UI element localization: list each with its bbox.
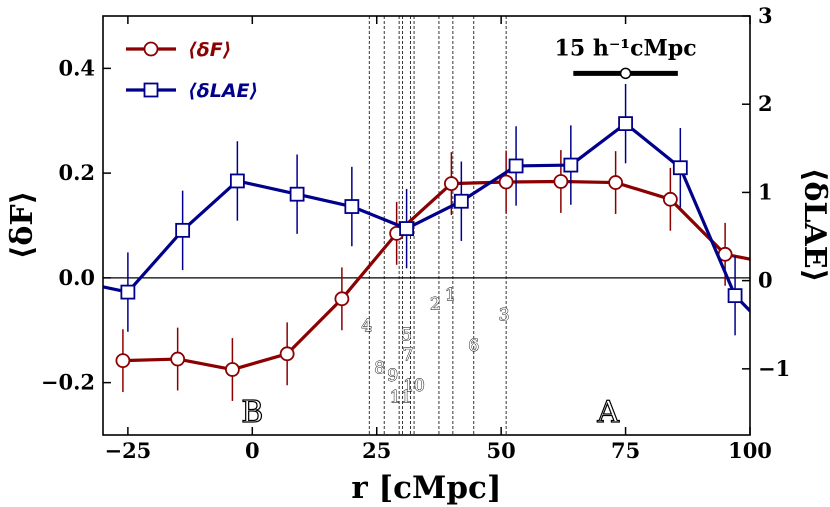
data-point bbox=[170, 351, 186, 367]
data-point bbox=[279, 346, 295, 362]
data-point bbox=[618, 116, 633, 132]
legend-marker-flux bbox=[143, 41, 159, 57]
data-point bbox=[120, 284, 136, 300]
galaxy-label: 6 bbox=[468, 336, 479, 356]
series-flux bbox=[115, 150, 786, 401]
legend-label-lae: ⟨δLAE⟩ bbox=[188, 80, 258, 102]
y-axis-title-left: ⟨δF⟩ bbox=[5, 191, 40, 260]
x-tick-label: 0 bbox=[245, 438, 260, 463]
plot-background bbox=[103, 16, 750, 435]
scale-bar-marker bbox=[619, 67, 632, 80]
scale-bar-label: 15 h⁻¹cMpc bbox=[555, 35, 697, 61]
data-point bbox=[662, 191, 678, 207]
galaxy-label: 10 bbox=[403, 376, 425, 396]
data-point bbox=[229, 173, 245, 189]
data-point bbox=[224, 362, 240, 377]
legend: ⟨δF⟩ ⟨δLAE⟩ bbox=[126, 39, 258, 102]
galaxy-label: 2 bbox=[430, 295, 441, 315]
series-lae bbox=[103, 83, 750, 336]
galaxy-label: 9 bbox=[387, 366, 398, 386]
x-tick-label: 75 bbox=[611, 438, 640, 463]
y-tick-label-right: 2 bbox=[758, 91, 773, 116]
x-axis-title: r [cMpc] bbox=[351, 470, 501, 506]
plot-frame bbox=[102, 15, 751, 436]
data-point bbox=[175, 222, 191, 238]
data-point bbox=[672, 160, 688, 176]
data-point bbox=[563, 157, 579, 173]
galaxy-label: 4 bbox=[361, 316, 372, 336]
data-point bbox=[498, 174, 514, 190]
galaxy-label: 7 bbox=[403, 345, 414, 365]
data-point bbox=[289, 186, 305, 202]
y-tick-label-left: 0.0 bbox=[58, 265, 95, 290]
data-point bbox=[553, 174, 569, 189]
galaxy-label: 8 bbox=[374, 358, 385, 378]
y-tick-label-right: 3 bbox=[758, 3, 773, 28]
data-point bbox=[443, 176, 459, 192]
x-tick-label: 100 bbox=[728, 438, 772, 463]
y-tick-label-right: 1 bbox=[758, 179, 773, 204]
y-axis-title-right: ⟨δLAE⟩ bbox=[797, 168, 830, 283]
series-group bbox=[103, 83, 786, 401]
galaxy-label: 11 bbox=[390, 387, 412, 407]
region-label: A bbox=[596, 395, 619, 430]
legend-label-flux: ⟨δF⟩ bbox=[188, 39, 231, 61]
x-tick-label: 50 bbox=[487, 438, 516, 463]
y-tick-label-left: 0.4 bbox=[58, 55, 95, 80]
data-point bbox=[608, 175, 624, 190]
legend-marker-lae bbox=[143, 82, 159, 98]
y-tick-label-left: 0.2 bbox=[58, 160, 95, 185]
x-tick-label: −25 bbox=[104, 438, 151, 463]
data-point bbox=[115, 353, 131, 369]
galaxy-label: 1 bbox=[445, 285, 456, 305]
data-point bbox=[399, 221, 414, 236]
data-point bbox=[344, 199, 360, 214]
galaxy-label: 3 bbox=[499, 305, 510, 325]
region-label: B bbox=[241, 395, 263, 430]
y-tick-label-left: −0.2 bbox=[41, 370, 95, 395]
data-point bbox=[773, 258, 786, 271]
galaxy-label: 5 bbox=[401, 326, 412, 346]
y-tick-label-right: 0 bbox=[758, 268, 773, 293]
y-tick-label-right: −1 bbox=[758, 356, 790, 381]
scale-bar: 15 h⁻¹cMpc bbox=[555, 35, 697, 80]
series-line bbox=[103, 122, 750, 314]
data-point bbox=[334, 291, 350, 307]
data-point bbox=[727, 288, 743, 304]
x-tick-label: 25 bbox=[362, 438, 391, 463]
data-point bbox=[508, 158, 524, 174]
data-point bbox=[453, 193, 469, 209]
